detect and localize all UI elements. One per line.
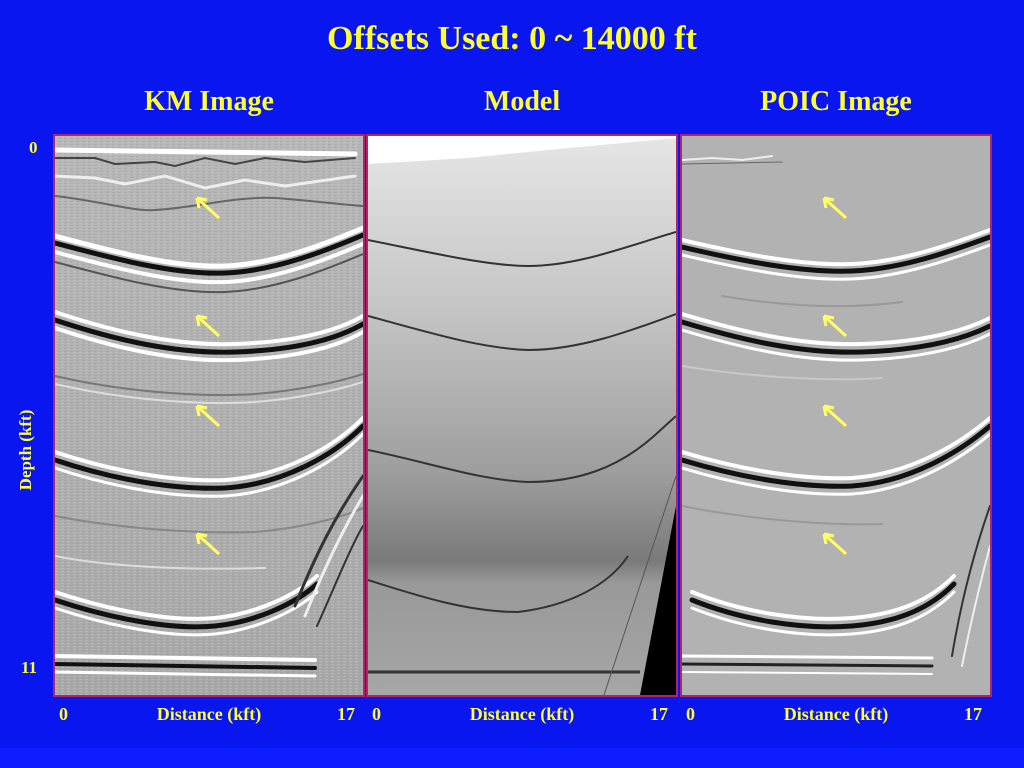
depth-min-label: 0 bbox=[29, 138, 38, 157]
km-image-title: KM Image bbox=[144, 86, 274, 117]
x-axis-max: 17 bbox=[964, 704, 982, 724]
x-axis-min: 0 bbox=[372, 704, 381, 724]
model-x-axis: Distance (kft) 0 17 bbox=[366, 704, 678, 726]
x-axis-label: Distance (kft) bbox=[469, 704, 575, 724]
x-axis-max: 17 bbox=[650, 704, 668, 724]
depth-axis-label: Depth (kft) bbox=[16, 409, 35, 491]
km-image-reflectors bbox=[55, 147, 363, 678]
model-layer-boundaries bbox=[368, 231, 676, 695]
model-salt-body bbox=[640, 506, 676, 695]
km-image-arrows bbox=[195, 196, 221, 556]
poic-image-panel bbox=[680, 134, 992, 697]
km-image-x-axis: Distance (kft) 0 17 bbox=[53, 704, 365, 726]
x-axis-min: 0 bbox=[59, 704, 68, 724]
depth-max-label: 11 bbox=[21, 658, 38, 677]
slide-title: Offsets Used: 0 ~ 14000 ft bbox=[327, 20, 697, 57]
arrow-up-left-icon bbox=[195, 532, 221, 556]
model-background bbox=[368, 136, 676, 695]
arrow-up-left-icon bbox=[822, 314, 848, 338]
poic-image-title: POIC Image bbox=[760, 86, 912, 117]
poic-image-x-axis: Distance (kft) 0 17 bbox=[680, 704, 992, 726]
x-axis-min: 0 bbox=[686, 704, 695, 724]
arrow-up-left-icon bbox=[822, 532, 848, 556]
slide-bottom-band bbox=[0, 748, 1024, 768]
arrow-up-left-icon bbox=[822, 196, 848, 220]
arrow-up-left-icon bbox=[195, 314, 221, 338]
arrow-up-left-icon bbox=[822, 404, 848, 428]
poic-image-reflectors bbox=[682, 155, 990, 675]
x-axis-label: Distance (kft) bbox=[156, 704, 262, 724]
model-top-layer bbox=[368, 136, 676, 164]
poic-image-arrows bbox=[822, 196, 848, 556]
x-axis-label: Distance (kft) bbox=[783, 704, 889, 724]
model-title: Model bbox=[483, 86, 561, 117]
arrow-up-left-icon bbox=[195, 196, 221, 220]
arrow-up-left-icon bbox=[195, 404, 221, 428]
x-axis-max: 17 bbox=[337, 704, 355, 724]
km-image-panel bbox=[53, 134, 365, 697]
model-panel bbox=[366, 134, 678, 697]
